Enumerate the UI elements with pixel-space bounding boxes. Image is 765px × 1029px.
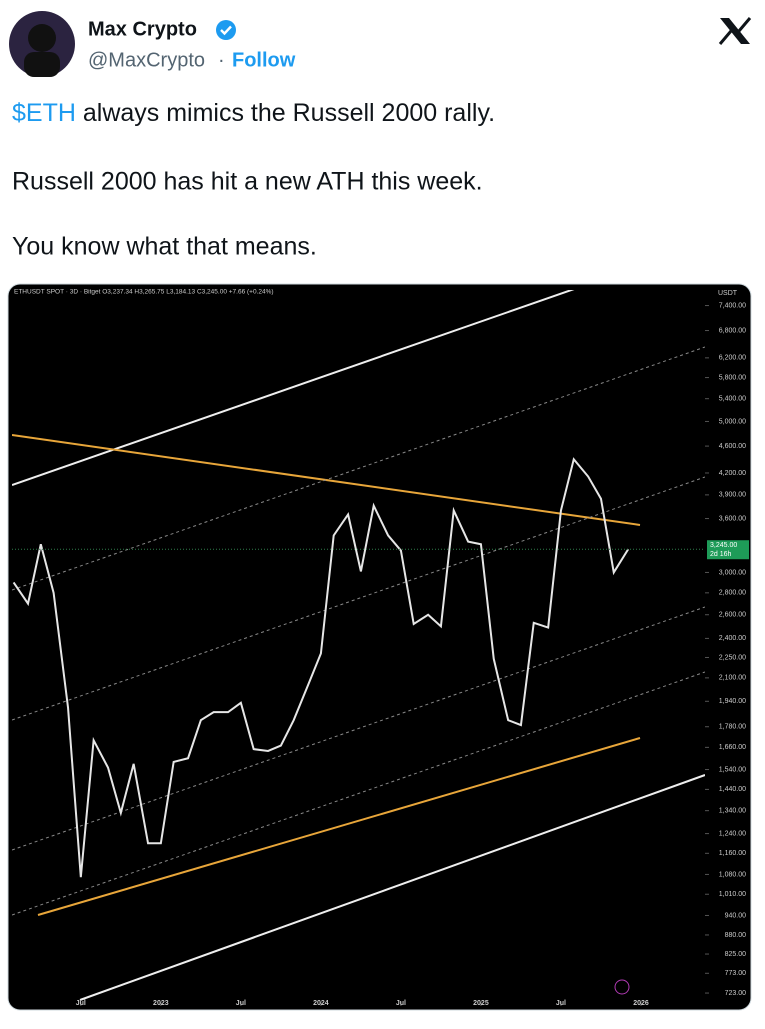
y-tick-label: 1,660.00 bbox=[719, 744, 746, 751]
y-tick-label: 880.00 bbox=[725, 932, 747, 939]
follow-button[interactable]: Follow bbox=[232, 49, 296, 71]
avatar-figure bbox=[28, 24, 56, 52]
y-tick-label: 2,400.00 bbox=[719, 635, 746, 642]
y-tick-label: 2,100.00 bbox=[719, 675, 746, 682]
handle[interactable]: @MaxCrypto bbox=[88, 49, 205, 71]
x-tick-label: Jul bbox=[76, 1000, 86, 1007]
y-tick-label: 723.00 bbox=[725, 990, 747, 997]
y-tick-label: 2,800.00 bbox=[719, 590, 746, 597]
y-tick-label: 6,200.00 bbox=[719, 355, 746, 362]
y-tick-label: 1,010.00 bbox=[719, 891, 746, 898]
x-logo[interactable] bbox=[718, 17, 752, 45]
x-tick-label: Jul bbox=[236, 1000, 246, 1007]
x-tick-label: 2025 bbox=[473, 1000, 489, 1007]
y-tick-label: 1,440.00 bbox=[719, 786, 746, 793]
chart-header: ETHUSDT SPOT · 3D · Bitget O3,237.34 H3,… bbox=[14, 289, 274, 296]
y-tick-label: 5,800.00 bbox=[719, 374, 746, 381]
y-tick-label: 5,400.00 bbox=[719, 396, 746, 403]
y-tick-label: 3,000.00 bbox=[719, 569, 746, 576]
y-tick-label: 3,600.00 bbox=[719, 515, 746, 522]
y-tick-label: 1,160.00 bbox=[719, 850, 746, 857]
price-tag-value: 3,245.00 bbox=[710, 542, 737, 549]
tweet-line: $ETH always mimics the Russell 2000 rall… bbox=[12, 99, 495, 127]
x-tick-label: 2024 bbox=[313, 1000, 329, 1007]
x-tick-label: Jul bbox=[396, 1000, 406, 1007]
price-line bbox=[12, 457, 630, 878]
channel-line bbox=[12, 290, 575, 486]
y-tick-label: 7,400.00 bbox=[719, 302, 746, 309]
verified-badge bbox=[216, 20, 236, 40]
price-tag bbox=[707, 540, 749, 560]
drawings bbox=[12, 290, 705, 1001]
x-tick-label: Jul bbox=[556, 1000, 566, 1007]
tweet-line: You know what that means. bbox=[12, 233, 317, 261]
y-tick-label: 1,780.00 bbox=[719, 724, 746, 731]
author-name[interactable]: Max Crypto bbox=[88, 18, 197, 40]
dashed-channels bbox=[12, 346, 705, 916]
y-tick-label: 2,250.00 bbox=[719, 654, 746, 661]
x-tick-label: 2026 bbox=[633, 1000, 649, 1007]
y-tick-label: 5,000.00 bbox=[719, 418, 746, 425]
tweet-line: Russell 2000 has hit a new ATH this week… bbox=[12, 168, 483, 196]
separator: · bbox=[218, 49, 225, 71]
cashtag[interactable]: $ETH bbox=[12, 99, 76, 127]
y-tick-label: 773.00 bbox=[725, 970, 747, 977]
y-tick-label: 2,600.00 bbox=[719, 612, 746, 619]
y-tick-label: 4,200.00 bbox=[719, 470, 746, 477]
y-tick-label: 1,540.00 bbox=[719, 766, 746, 773]
y-tick-label: 6,800.00 bbox=[719, 327, 746, 334]
avatar-figure bbox=[24, 52, 60, 77]
y-unit: USDT bbox=[718, 290, 738, 297]
price-tag-countdown: 2d 16h bbox=[710, 551, 732, 558]
y-tick-label: 4,600.00 bbox=[719, 443, 746, 450]
lightning-icon bbox=[614, 979, 630, 995]
y-tick-label: 1,940.00 bbox=[719, 698, 746, 705]
tweet-text: always mimics the Russell 2000 rally. bbox=[83, 99, 495, 127]
x-tick-label: 2023 bbox=[153, 1000, 169, 1007]
trend-line bbox=[37, 737, 641, 916]
chart-image[interactable] bbox=[7, 283, 752, 1011]
y-tick-label: 825.00 bbox=[725, 951, 747, 958]
y-tick-label: 1,340.00 bbox=[719, 808, 746, 815]
channel-line bbox=[79, 774, 705, 1001]
y-tick-label: 1,080.00 bbox=[719, 871, 746, 878]
y-tick-label: 3,900.00 bbox=[719, 492, 746, 499]
y-tick-label: 1,240.00 bbox=[719, 830, 746, 837]
y-tick-label: 940.00 bbox=[725, 912, 747, 919]
